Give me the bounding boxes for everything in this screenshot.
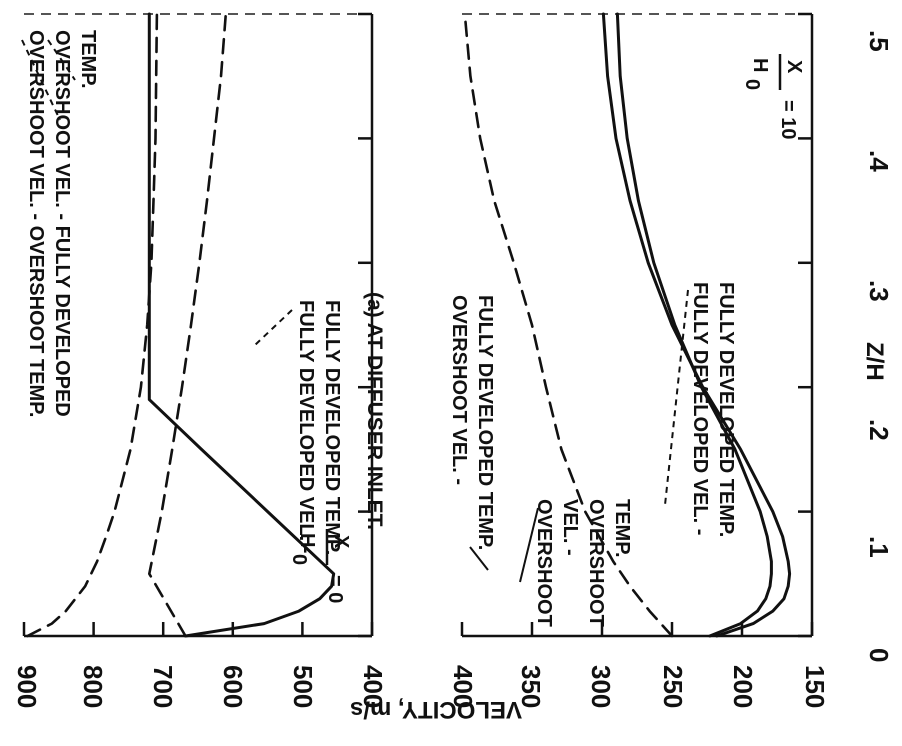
param-var: X	[783, 60, 805, 74]
y-tick-label: 400	[358, 665, 388, 708]
param-subsub: 0	[741, 79, 763, 90]
annotation-fully-developed-b: FULLY DEVELOPED VEL. - FULLY DEVELOPED T…	[664, 282, 737, 537]
y-tick-label: 900	[12, 665, 42, 708]
panel-caption-a: (a) AT DIFFUSER INLET.	[363, 292, 386, 530]
annotation-line: OVERSHOOT VEL. - FULLY DEVELOPED	[51, 30, 73, 417]
annotation-overshoot-ov-b: OVERSHOOT VEL. - OVERSHOOT TEMP.	[519, 499, 633, 627]
series-line-3	[463, 12, 674, 638]
annotation-line: OVERSHOOT	[585, 499, 607, 627]
annotation-line: FULLY DEVELOPED TEMP.	[474, 295, 496, 550]
series-line-2	[148, 12, 228, 638]
x-tick-label: .2	[864, 419, 894, 441]
series-line-1	[601, 12, 792, 638]
annotation-line: VEL. -	[559, 499, 581, 556]
plot-area-a	[22, 12, 374, 638]
y-tick-label: 350	[516, 665, 546, 708]
annotation-line: TEMP.	[77, 30, 99, 89]
y-tick-label: 400	[448, 665, 478, 708]
plot-area-b	[460, 12, 814, 638]
y-tick-labels-a: 900 800 700 600 500 400	[12, 665, 388, 708]
annotation-line: TEMP.	[611, 499, 633, 558]
param-subsub: 0	[288, 554, 310, 565]
x-tick-labels: 0 .1 .2 .3 .4 .5	[864, 30, 894, 662]
series-line-2	[615, 12, 773, 638]
y-tick-label: 200	[728, 665, 758, 708]
y-tick-label: 250	[658, 665, 688, 708]
x-tick-label: .4	[864, 150, 894, 172]
annotation-overshoot-a: OVERSHOOT VEL. - OVERSHOOT TEMP. OVERSHO…	[21, 30, 99, 417]
y-axis-title: VELOCITY, m/s	[350, 696, 522, 723]
x-tick-label: .1	[864, 536, 894, 558]
y-tick-label: 700	[148, 665, 178, 708]
x-tick-label: 0	[864, 648, 894, 662]
chart-panel-a: 900 800 700 600 500 400 X H 0 = 0 OVERSH…	[12, 12, 388, 708]
annotation-overshoot-fd-b: OVERSHOOT VEL. - FULLY DEVELOPED TEMP.	[448, 295, 496, 571]
annotation-line: FULLY DEVELOPED VEL. -	[295, 300, 317, 553]
param-value: = 0	[324, 575, 346, 603]
series-line-3	[26, 12, 159, 638]
param-label-b: X H 0 = 10	[741, 54, 805, 139]
annotation-line: OVERSHOOT VEL. - OVERSHOOT TEMP.	[25, 30, 47, 417]
param-sub: H	[296, 533, 318, 547]
x-tick-label: .5	[864, 30, 894, 52]
annotation-fully-developed-a: FULLY DEVELOPED VEL. - FULLY DEVELOPED T…	[254, 300, 343, 555]
y-tick-labels-b: 400 350 300 250 200 150	[448, 665, 830, 708]
annotation-line: FULLY DEVELOPED VEL. -	[689, 282, 711, 535]
y-tick-label: 500	[288, 665, 318, 708]
param-label-a: X H 0 = 0	[288, 529, 352, 603]
y-tick-label: 600	[218, 665, 248, 708]
y-tick-label: 150	[800, 665, 830, 708]
param-value: = 10	[777, 100, 799, 139]
series-line-1	[147, 12, 336, 638]
y-tick-label: 300	[586, 665, 616, 708]
x-axis-title: Z/H	[861, 342, 888, 381]
param-sub: H	[749, 58, 771, 72]
annotation-line: FULLY DEVELOPED TEMP.	[321, 300, 343, 555]
y-tick-label: 800	[78, 665, 108, 708]
chart-panel-b: 400 350 300 250 200 150 0 .1 .2 .3 .4 .5…	[448, 12, 894, 708]
x-tick-label: .3	[864, 280, 894, 302]
param-var: X	[330, 535, 352, 549]
annotation-line: FULLY DEVELOPED TEMP.	[715, 282, 737, 537]
annotation-line: OVERSHOOT	[533, 499, 555, 627]
annotation-line: OVERSHOOT VEL. -	[448, 295, 470, 485]
